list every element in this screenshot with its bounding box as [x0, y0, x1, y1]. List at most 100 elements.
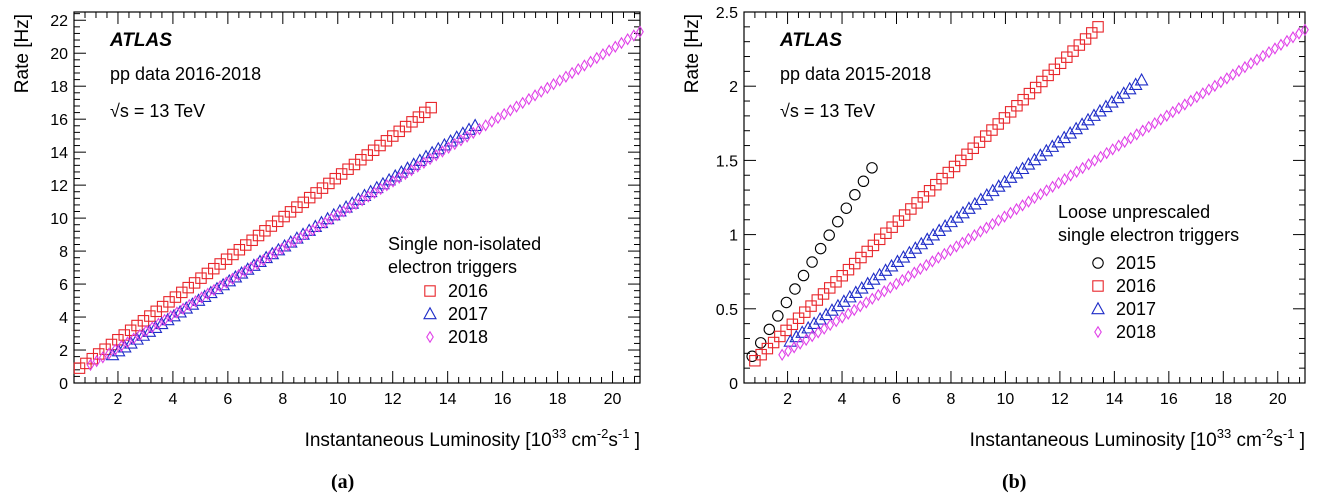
data-point	[967, 196, 982, 210]
legend-title: Single non-isolated	[388, 234, 541, 254]
data-point	[1301, 23, 1309, 37]
data-point	[884, 258, 899, 272]
data-point	[805, 300, 817, 312]
legend-marker-2017	[1091, 301, 1105, 315]
data-point	[936, 172, 948, 185]
data-point	[1033, 148, 1048, 161]
data-point	[868, 292, 877, 306]
data-point	[506, 104, 515, 117]
data-point	[438, 145, 447, 158]
data-point	[358, 193, 367, 207]
data-point	[1092, 21, 1104, 33]
data-point	[247, 261, 255, 274]
data-point	[786, 318, 799, 331]
x-axis-label: Instantaneous Luminosity [1033 cm-2s-1 ]	[970, 426, 1305, 451]
data-point	[203, 285, 218, 299]
data-point	[855, 251, 867, 264]
data-point	[1015, 161, 1030, 175]
data-point	[179, 302, 187, 315]
data-point	[154, 316, 169, 330]
data-point	[1150, 116, 1159, 130]
data-point	[1027, 152, 1042, 166]
data-point	[940, 247, 949, 261]
chart-panel-b: 2 4 6 8 10 12 14 16 18 20 0 0.5 1 1.5 2 2.5 Rate [Hz] Ins…	[682, 5, 1309, 493]
data-point	[1023, 87, 1036, 100]
data-point	[1110, 90, 1125, 104]
data-point	[856, 299, 865, 313]
data-point	[796, 337, 805, 350]
data-point	[1048, 63, 1061, 76]
data-point	[754, 337, 767, 349]
data-point	[426, 152, 434, 166]
data-point	[1104, 95, 1119, 108]
data-point	[867, 239, 880, 252]
legend-title: single electron triggers	[1058, 225, 1239, 245]
data-point	[166, 309, 175, 323]
data-point	[315, 220, 323, 233]
legend-label-2016: 2016	[448, 281, 488, 301]
data-point	[802, 333, 811, 347]
data-point	[880, 227, 892, 240]
data-point	[807, 316, 822, 329]
data-point	[1004, 106, 1017, 118]
data-point	[992, 118, 1004, 130]
y-tick-label: 0	[729, 376, 738, 393]
data-point	[574, 62, 583, 76]
data-point	[1054, 176, 1063, 190]
legend-title: Loose unprescaled	[1058, 202, 1210, 222]
data-point	[130, 332, 144, 345]
data-point	[911, 197, 923, 209]
data-point	[191, 293, 206, 306]
data-point	[203, 287, 212, 300]
data-point	[475, 122, 484, 136]
data-point	[784, 344, 793, 358]
series-2016	[73, 101, 437, 374]
data-point	[842, 263, 855, 276]
data-point	[271, 246, 280, 259]
data-point	[1283, 34, 1291, 48]
data-point	[842, 289, 857, 303]
data-point	[844, 307, 853, 320]
energy-label: √s = 13 TeV	[110, 101, 205, 121]
data-point	[160, 313, 169, 327]
data-point	[1126, 131, 1135, 145]
data-point	[772, 310, 784, 322]
data-point	[857, 175, 870, 188]
data-point	[1114, 139, 1123, 152]
x-tick-label: 2	[114, 391, 123, 408]
data-point	[463, 130, 471, 143]
data-point	[179, 301, 194, 314]
data-point	[923, 185, 936, 197]
data-point	[1204, 83, 1213, 96]
x-tick-label: 10	[997, 391, 1015, 408]
data-point	[783, 334, 798, 347]
legend-marker-2018	[1094, 325, 1102, 339]
data-point	[148, 321, 157, 334]
data-point	[623, 33, 632, 46]
x-tick-label: 12	[1051, 391, 1069, 408]
y-tick-label: 20	[50, 46, 68, 63]
data-point	[1021, 157, 1036, 170]
data-point	[352, 197, 360, 211]
data-point	[1042, 69, 1054, 82]
data-point	[898, 209, 911, 221]
data-point	[425, 145, 440, 159]
data-point	[1045, 139, 1060, 152]
plot-frame	[73, 11, 641, 384]
data-point	[1003, 170, 1018, 183]
y-tick-label: 14	[50, 145, 68, 162]
dataset-label: pp data 2015-2018	[780, 64, 931, 84]
data-point	[222, 273, 237, 287]
data-point	[1039, 143, 1054, 157]
data-point	[1192, 90, 1201, 104]
data-point	[388, 168, 403, 182]
data-point	[908, 241, 923, 254]
data-point	[832, 314, 841, 328]
data-point	[425, 101, 437, 114]
data-point	[543, 81, 552, 95]
data-point	[228, 269, 243, 283]
data-point	[967, 142, 980, 155]
data-point	[813, 311, 827, 325]
data-point	[932, 223, 947, 237]
